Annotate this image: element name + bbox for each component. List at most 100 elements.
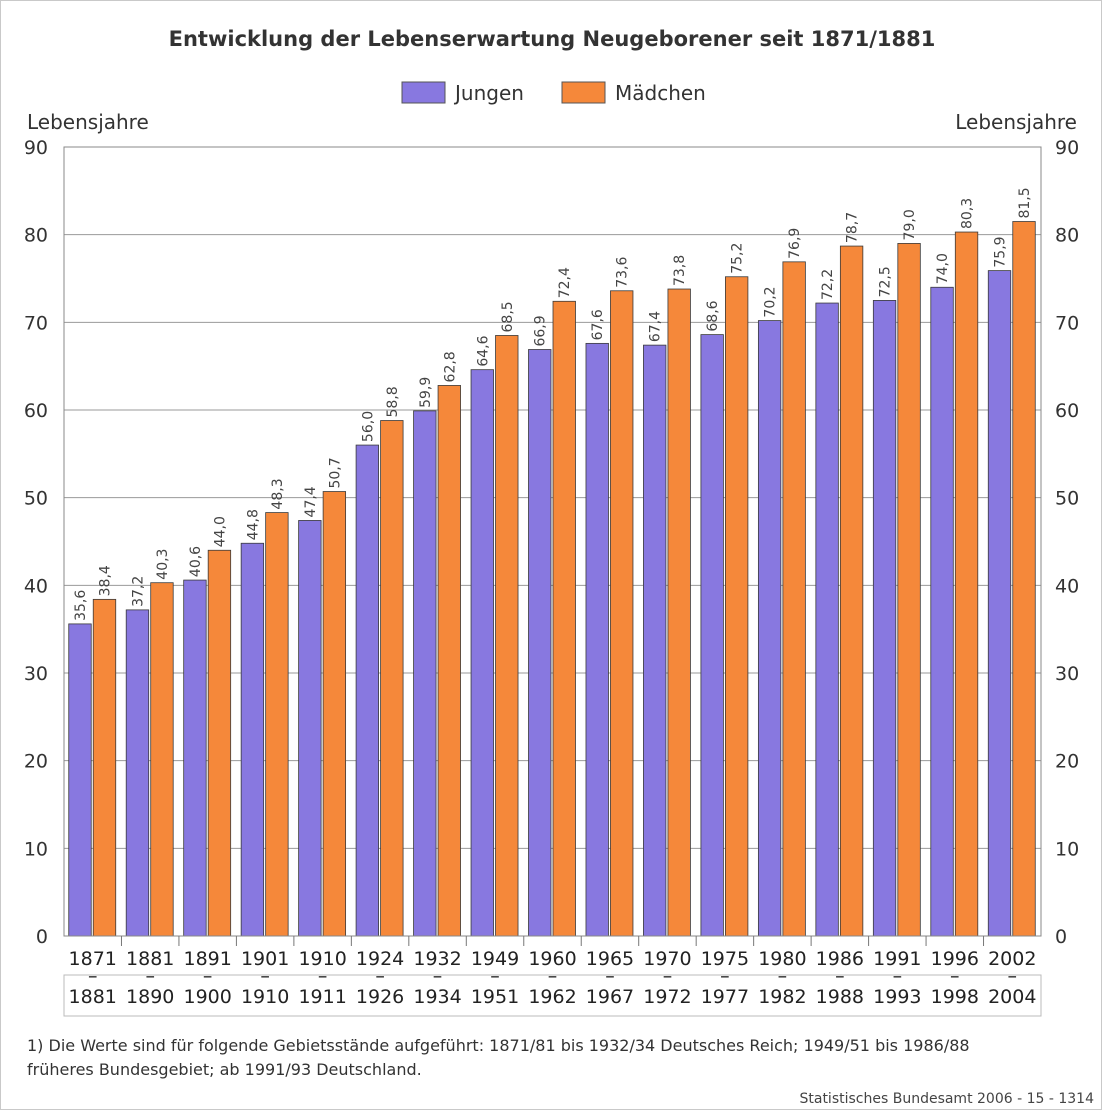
value-label-maedchen: 38,4 bbox=[97, 565, 113, 596]
value-labels: 35,6 38,4 37,2 40,3 40,6 44,0 44,8 48,3 47,4 50,7… bbox=[73, 187, 1033, 621]
bar-maedchen bbox=[265, 512, 289, 937]
y-tick-label-right: 70 bbox=[1055, 312, 1079, 334]
category-separator: – bbox=[720, 965, 730, 987]
plot-area-border bbox=[63, 146, 1042, 937]
value-label-maedchen: 75,2 bbox=[730, 243, 746, 274]
category-start-label: 1891 bbox=[183, 948, 231, 970]
bar-jungen bbox=[240, 542, 265, 937]
category-separator: – bbox=[605, 965, 615, 987]
y-tick-label-left: 30 bbox=[24, 663, 48, 685]
bar-jungen bbox=[700, 334, 724, 937]
category-end-label: 1911 bbox=[298, 986, 346, 1008]
value-label-jungen: 35,6 bbox=[73, 590, 89, 621]
category-separator: – bbox=[835, 965, 845, 987]
y-tick-label-right: 30 bbox=[1055, 663, 1079, 685]
category-start-label: 1901 bbox=[241, 948, 289, 970]
bar-jungen bbox=[68, 623, 92, 937]
value-label-jungen: 64,6 bbox=[475, 335, 491, 366]
value-label-maedchen: 73,6 bbox=[615, 257, 631, 288]
value-label-maedchen: 44,0 bbox=[212, 516, 228, 547]
category-start-label: 1881 bbox=[126, 948, 174, 970]
category-separator: – bbox=[490, 965, 500, 987]
y-axis-title-left: Lebensjahre bbox=[27, 110, 149, 134]
bar-jungen bbox=[355, 444, 379, 937]
value-label-maedchen: 58,8 bbox=[385, 386, 401, 417]
bar-maedchen bbox=[322, 491, 347, 937]
legend-label-jungen: Jungen bbox=[453, 81, 524, 105]
category-end-label: 1881 bbox=[69, 986, 117, 1008]
category-end-label: 1993 bbox=[873, 986, 921, 1008]
value-label-jungen: 44,8 bbox=[245, 509, 261, 540]
y-axis-right: 0 10 20 30 40 50 60 70 80 90 bbox=[1055, 137, 1079, 948]
bar-jungen bbox=[643, 344, 667, 937]
category-separator: – bbox=[548, 965, 558, 987]
bar-jungen bbox=[815, 302, 839, 937]
value-label-maedchen: 78,7 bbox=[845, 212, 861, 243]
value-label-maedchen: 40,3 bbox=[155, 549, 171, 580]
y-tick-label-right: 40 bbox=[1055, 575, 1079, 597]
y-tick-label-right: 90 bbox=[1055, 137, 1079, 159]
bar-jungen bbox=[183, 579, 207, 937]
category-start-label: 1924 bbox=[356, 948, 404, 970]
bar-jungen bbox=[470, 369, 494, 937]
category-separator: – bbox=[893, 965, 903, 987]
category-separator: – bbox=[145, 965, 155, 987]
bar-jungen bbox=[125, 609, 150, 937]
value-label-maedchen: 73,8 bbox=[672, 255, 688, 286]
bar-maedchen bbox=[839, 245, 864, 937]
y-tick-label-left: 20 bbox=[24, 751, 48, 773]
bar-jungen bbox=[528, 349, 552, 937]
category-end-label: 1972 bbox=[643, 986, 691, 1008]
bar-maedchen bbox=[437, 385, 461, 937]
category-start-label: 1932 bbox=[413, 948, 461, 970]
bar-maedchen bbox=[207, 549, 232, 937]
value-label-maedchen: 50,7 bbox=[327, 457, 343, 488]
bar-maedchen bbox=[897, 243, 921, 937]
y-axis-title-right: Lebensjahre bbox=[955, 110, 1077, 134]
value-label-maedchen: 72,4 bbox=[557, 267, 573, 298]
category-end-label: 1910 bbox=[241, 986, 289, 1008]
category-end-row bbox=[63, 974, 1042, 1017]
category-separator: – bbox=[88, 965, 98, 987]
category-end-label: 1988 bbox=[816, 986, 864, 1008]
value-label-jungen: 67,6 bbox=[590, 309, 606, 340]
value-label-jungen: 40,6 bbox=[188, 546, 204, 577]
category-start-label: 1975 bbox=[701, 948, 749, 970]
y-tick-label-right: 80 bbox=[1055, 225, 1079, 247]
value-label-jungen: 74,0 bbox=[935, 253, 951, 284]
bar-jungen bbox=[930, 286, 954, 937]
value-label-maedchen: 76,9 bbox=[787, 228, 803, 259]
value-label-jungen: 72,2 bbox=[820, 269, 836, 300]
chart-title: Entwicklung der Lebenserwartung Neugebor… bbox=[169, 27, 936, 51]
category-start-label: 1991 bbox=[873, 948, 921, 970]
category-start-label: 1960 bbox=[528, 948, 576, 970]
bar-jungen bbox=[872, 300, 897, 937]
value-label-jungen: 56,0 bbox=[360, 411, 376, 442]
y-tick-label-right: 60 bbox=[1055, 400, 1079, 422]
category-separator: – bbox=[260, 965, 270, 987]
value-label-jungen: 59,9 bbox=[418, 377, 434, 408]
category-start-label: 1871 bbox=[69, 948, 117, 970]
category-end-label: 1982 bbox=[758, 986, 806, 1008]
value-label-jungen: 66,9 bbox=[533, 315, 549, 346]
bar-maedchen bbox=[1012, 221, 1036, 937]
y-tick-label-left: 40 bbox=[24, 575, 48, 597]
bar-jungen bbox=[987, 270, 1012, 937]
footnote-line-1: 1) Die Werte sind für folgende Gebietsst… bbox=[27, 1036, 970, 1055]
category-end-label: 1900 bbox=[183, 986, 231, 1008]
legend-swatch-maedchen bbox=[561, 81, 606, 104]
category-end-label: 1998 bbox=[931, 986, 979, 1008]
category-end-label: 1934 bbox=[413, 986, 461, 1008]
bar-maedchen bbox=[667, 288, 691, 937]
category-end-label: 1890 bbox=[126, 986, 174, 1008]
value-label-jungen: 67,4 bbox=[648, 311, 664, 342]
category-start-label: 2002 bbox=[988, 948, 1036, 970]
source-note: Statistisches Bundesamt 2006 - 15 - 1314 bbox=[799, 1091, 1094, 1107]
y-axis-left: 0 10 20 30 40 50 60 70 80 90 bbox=[24, 137, 48, 948]
legend: Jungen Mädchen bbox=[401, 81, 706, 105]
y-tick-label-left: 60 bbox=[24, 400, 48, 422]
category-separator: – bbox=[778, 965, 788, 987]
category-separator: – bbox=[950, 965, 960, 987]
y-tick-label-left: 90 bbox=[24, 137, 48, 159]
